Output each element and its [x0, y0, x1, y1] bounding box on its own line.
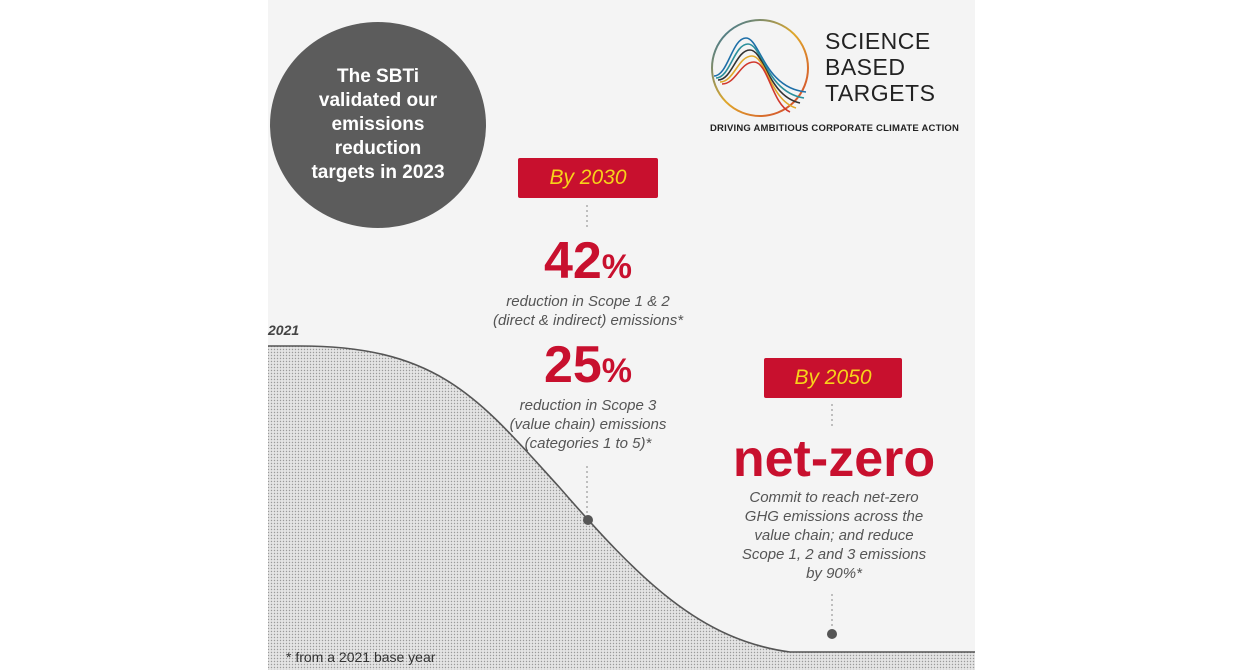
sbt-emblem-icon [711, 19, 809, 117]
net-zero-headline: net-zero [732, 430, 936, 488]
net-zero-line2: GHG emissions across the [744, 508, 924, 525]
scope3-description: reduction in Scope 3 (value chain) emiss… [488, 396, 688, 453]
logo-line-based: BASED [825, 54, 906, 80]
right-margin [975, 0, 1248, 670]
net-zero-line1: Commit to reach net-zero [749, 489, 919, 506]
scope3-line1: reduction in Scope 3 [519, 397, 657, 414]
curve-area [268, 346, 975, 670]
scope3-value: 25 [543, 336, 602, 394]
marker-2050 [827, 629, 837, 639]
curve-start-year: 2021 [268, 322, 300, 338]
scope3-line2: (value chain) emissions [509, 416, 667, 433]
scope12-line1: reduction in Scope 1 & 2 [506, 293, 670, 310]
sbti-validation-badge: The SBTi validated our emissions reducti… [270, 22, 486, 228]
scope3-percentage: 25% [488, 338, 688, 392]
logo-line-targets: TARGETS [825, 80, 936, 106]
scope12-description: reduction in Scope 1 & 2 (direct & indir… [488, 292, 688, 330]
year-2050-label: By 2050 [764, 358, 902, 398]
net-zero-description: Commit to reach net-zero GHG emissions a… [712, 488, 956, 583]
scope12-value: 42 [543, 232, 602, 290]
logo-wordmark: SCIENCE BASED TARGETS [825, 28, 935, 106]
scope12-percentage: 42% [488, 234, 688, 288]
marker-2030 [583, 515, 593, 525]
curve-line [268, 345, 975, 653]
logo-tagline: DRIVING AMBITIOUS CORPORATE CLIMATE ACTI… [710, 123, 960, 134]
science-based-targets-logo: SCIENCE BASED TARGETS DRIVING AMBITIOUS … [708, 14, 959, 144]
year-2030-label: By 2030 [518, 158, 658, 198]
left-margin [0, 0, 268, 670]
footnote: * from a 2021 base year [286, 649, 436, 665]
badge-text: The SBTi validated our emissions reducti… [311, 66, 445, 183]
logo-line-science: SCIENCE [825, 28, 931, 54]
scope12-unit: % [601, 248, 633, 286]
scope3-line3: (categories 1 to 5)* [524, 435, 652, 452]
net-zero-line3: value chain; and reduce [754, 527, 914, 544]
scope12-line2: (direct & indirect) emissions* [492, 312, 684, 329]
net-zero-line4: Scope 1, 2 and 3 emissions [741, 546, 927, 563]
net-zero-line5: by 90%* [806, 565, 862, 582]
scope3-unit: % [601, 352, 633, 390]
